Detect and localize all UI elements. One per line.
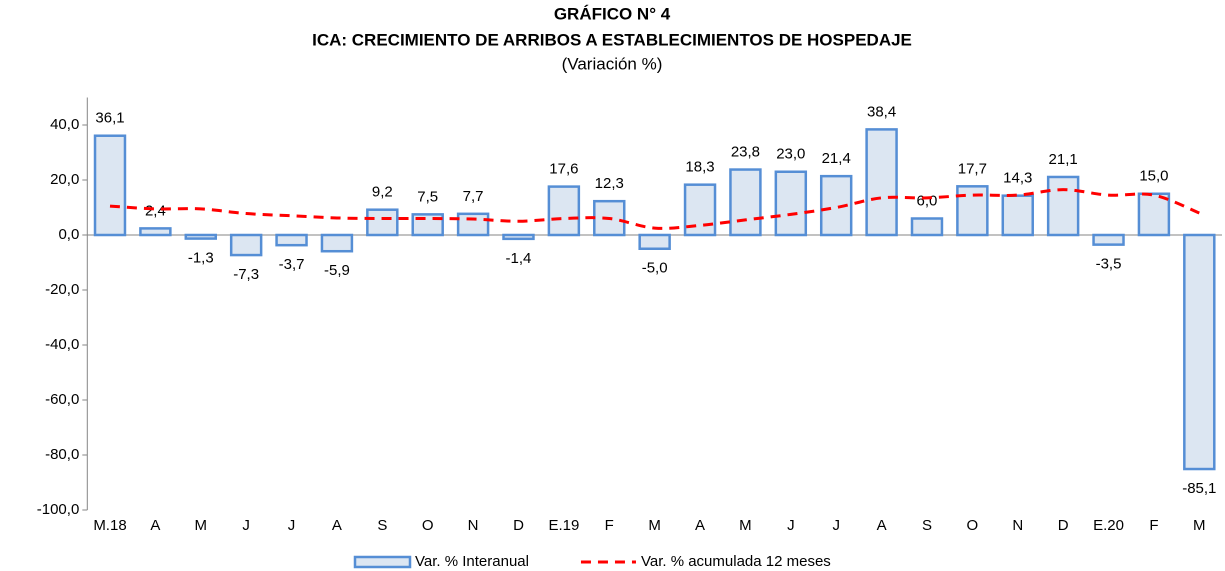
- data-label: -5,9: [324, 262, 350, 279]
- data-label: 21,4: [822, 150, 851, 167]
- x-tick-label: D: [513, 517, 524, 534]
- x-tick-label: F: [605, 517, 614, 534]
- data-label: 17,6: [549, 161, 578, 178]
- data-label: 6,0: [917, 192, 938, 209]
- x-tick-label: E.20: [1093, 517, 1124, 534]
- x-tick-label: J: [787, 517, 795, 534]
- bar: [638, 233, 671, 250]
- bar: [1046, 175, 1080, 237]
- x-tick-label: N: [468, 517, 479, 534]
- legend-label: Var. % acumulada 12 meses: [641, 553, 831, 570]
- chart-subtitle: ICA: CRECIMIENTO DE ARRIBOS A ESTABLECIM…: [312, 30, 912, 49]
- bar: [229, 233, 263, 257]
- y-tick-label: -100,0: [37, 501, 80, 518]
- y-tick-label: -40,0: [45, 336, 79, 353]
- data-label: 23,8: [731, 144, 760, 161]
- legend-swatch: [353, 555, 412, 569]
- bar: [1001, 194, 1034, 237]
- x-tick-label: S: [922, 517, 932, 534]
- data-label: 12,3: [595, 175, 624, 192]
- data-label: 23,0: [776, 146, 805, 163]
- y-tick-label: 40,0: [50, 116, 79, 133]
- x-tick-label: J: [242, 517, 250, 534]
- bar: [1183, 233, 1216, 471]
- bar: [184, 233, 217, 240]
- bar: [910, 217, 944, 237]
- data-label: 18,3: [685, 159, 714, 176]
- y-tick-label: 20,0: [50, 171, 79, 188]
- data-label: 7,7: [463, 188, 484, 205]
- x-tick-label: D: [1058, 517, 1069, 534]
- data-label: -7,3: [233, 266, 259, 283]
- unit-note: (Variación %): [562, 54, 663, 73]
- bar: [502, 233, 535, 241]
- data-label: -85,1: [1182, 480, 1216, 497]
- x-tick-label: A: [695, 517, 705, 534]
- bar: [456, 212, 490, 237]
- data-label: -1,4: [506, 250, 532, 267]
- x-tick-label: M: [648, 517, 661, 534]
- y-tick-label: -20,0: [45, 281, 79, 298]
- bar: [865, 128, 898, 237]
- x-tick-label: M: [1193, 517, 1206, 534]
- bar: [366, 208, 399, 237]
- x-tick-label: M.18: [93, 517, 126, 534]
- x-tick-label: O: [422, 517, 434, 534]
- x-tick-label: A: [332, 517, 342, 534]
- data-label: 38,4: [867, 103, 896, 120]
- x-tick-label: M: [739, 517, 752, 534]
- bar: [1092, 233, 1125, 246]
- data-label: -5,0: [642, 260, 668, 277]
- legend-label: Var. % Interanual: [415, 553, 529, 570]
- y-tick-label: -60,0: [45, 391, 79, 408]
- line: [109, 188, 1200, 230]
- x-tick-label: S: [377, 517, 387, 534]
- data-label: -3,5: [1096, 256, 1122, 273]
- x-tick-label: F: [1149, 517, 1158, 534]
- data-label: 7,5: [417, 188, 438, 205]
- bar: [774, 170, 808, 237]
- data-label: 36,1: [95, 110, 124, 127]
- bar: [1137, 192, 1171, 237]
- x-tick-label: E.19: [548, 517, 579, 534]
- data-label: -1,3: [188, 250, 214, 267]
- x-tick-label: J: [832, 517, 840, 534]
- x-tick-label: N: [1012, 517, 1023, 534]
- data-label: 9,2: [372, 184, 393, 201]
- y-tick-label: -80,0: [45, 446, 79, 463]
- bar: [729, 168, 762, 237]
- data-label: 17,7: [958, 160, 987, 177]
- x-tick-label: J: [288, 517, 296, 534]
- bar: [275, 233, 308, 247]
- x-tick-label: O: [967, 517, 979, 534]
- data-label: 2,4: [145, 202, 166, 219]
- x-tick-label: A: [877, 517, 887, 534]
- x-tick-label: A: [150, 517, 160, 534]
- bar: [320, 233, 354, 253]
- bar: [139, 227, 172, 237]
- bar: [93, 134, 127, 237]
- data-label: 15,0: [1139, 168, 1168, 185]
- x-tick-label: M: [195, 517, 208, 534]
- data-label: -3,7: [279, 256, 305, 273]
- y-tick-label: 0,0: [58, 226, 79, 243]
- bar: [547, 185, 581, 237]
- chart-title: GRÁFICO N° 4: [554, 4, 671, 23]
- data-label: 14,3: [1003, 170, 1032, 187]
- data-label: 21,1: [1049, 151, 1078, 168]
